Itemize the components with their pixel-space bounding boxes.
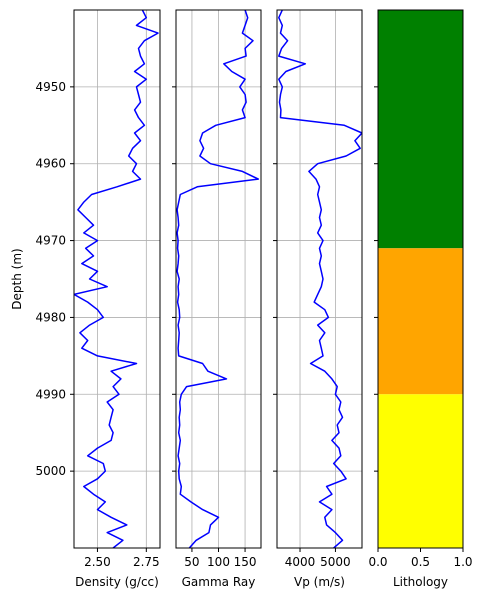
- density-x-tick-label: 2.50: [84, 555, 111, 569]
- lithology-panel: 0.0 0.5 1.0 Lithology: [368, 9, 473, 589]
- depth-tick-label: 4970: [35, 234, 66, 248]
- depth-axis-label: Depth (m): [10, 248, 24, 309]
- lithology-interval: [378, 10, 463, 249]
- lithology-interval: [378, 394, 463, 548]
- gamma-ray-x-tick-label: 50: [184, 555, 199, 569]
- lithology-x-tick-label: 0.0: [368, 555, 387, 569]
- vp-x-axis-label: Vp (m/s): [294, 575, 345, 589]
- depth-tick-label: 4990: [35, 387, 66, 401]
- density-panel: 2.50 2.75 Density (g/cc) 4950 4960 4970 4980 49…: [35, 9, 161, 589]
- density-x-tick-label: 2.75: [133, 555, 160, 569]
- gamma-ray-x-axis-label: Gamma Ray: [182, 575, 256, 589]
- density-frame: [73, 9, 161, 549]
- lithology-x-tick-label: 1.0: [453, 555, 472, 569]
- vp-curve: [278, 10, 362, 548]
- vp-frame: [276, 9, 363, 549]
- lithology-x-tick-label: 0.5: [411, 555, 430, 569]
- vp-x-tick-label: 5000: [320, 555, 351, 569]
- gamma-ray-panel: 50 100 150 Gamma Ray: [172, 9, 262, 589]
- depth-tick-label: 5000: [35, 464, 66, 478]
- lithology-x-axis-label: Lithology: [393, 575, 448, 589]
- depth-tick-label: 4960: [35, 157, 66, 171]
- gamma-ray-curve: [176, 10, 260, 548]
- lithology-interval: [378, 248, 463, 395]
- vp-panel: 4000 5000 Vp (m/s): [273, 9, 363, 589]
- vp-x-tick-label: 4000: [285, 555, 316, 569]
- gamma-ray-x-tick-label: 100: [207, 555, 230, 569]
- gamma-ray-x-tick-label: 150: [234, 555, 257, 569]
- density-x-axis-label: Density (g/cc): [75, 575, 159, 589]
- depth-tick-label: 4980: [35, 310, 66, 324]
- density-curve: [74, 10, 159, 548]
- depth-tick-label: 4950: [35, 80, 66, 94]
